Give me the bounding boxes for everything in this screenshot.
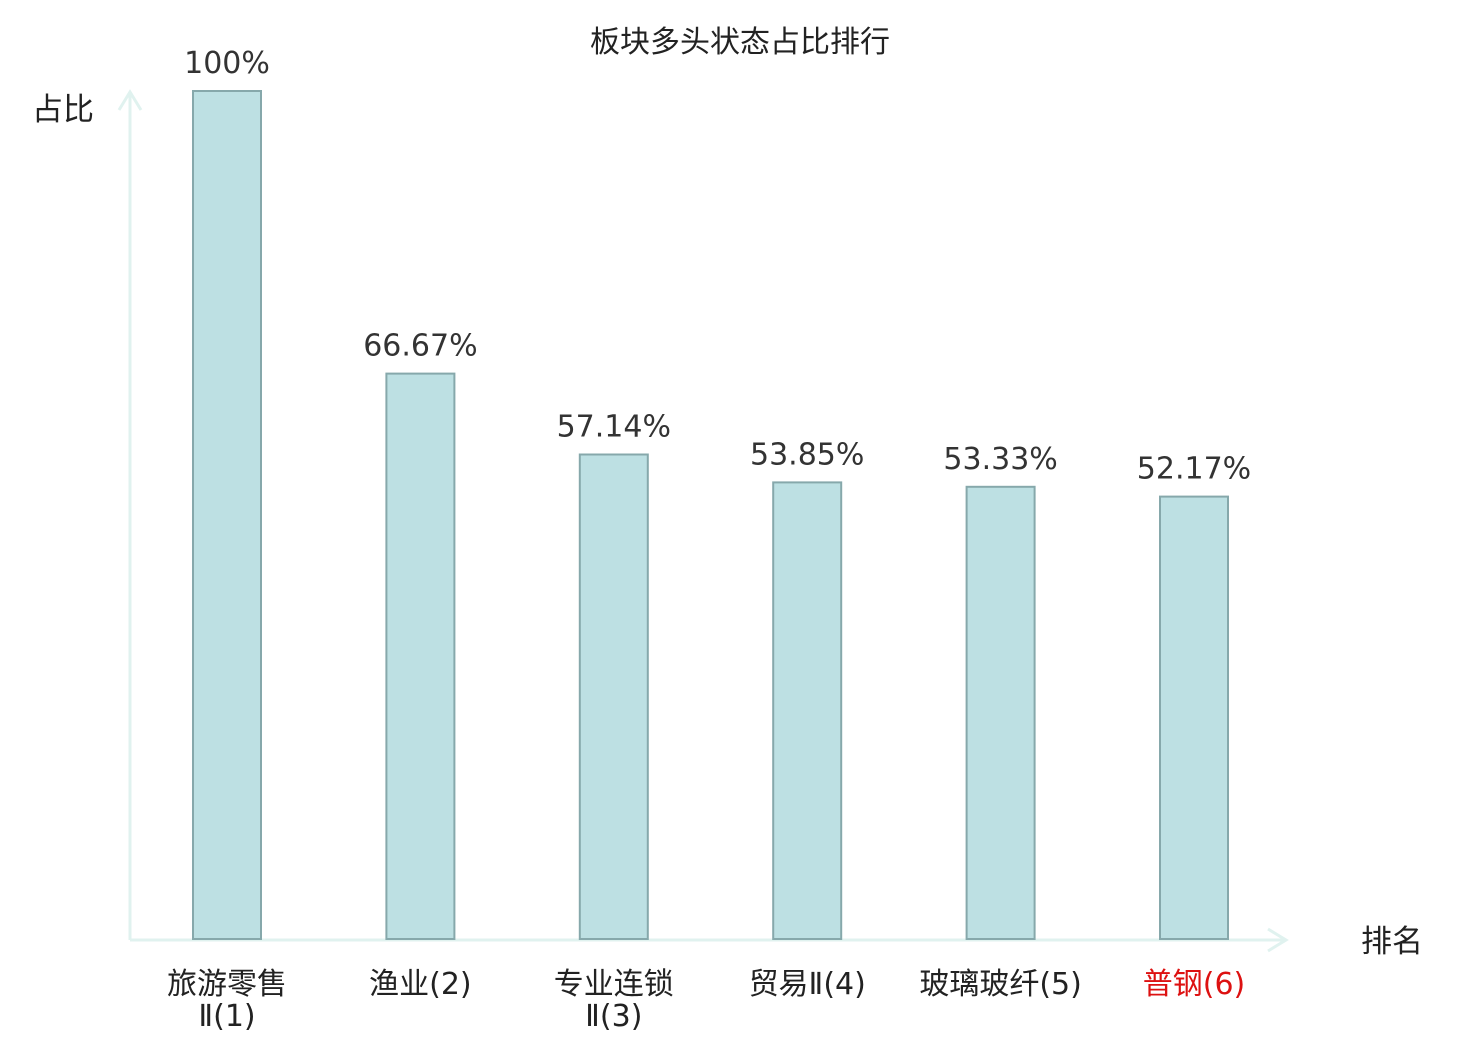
x-axis-title: 排名 <box>1361 924 1423 960</box>
y-axis-arrow-icon <box>117 89 143 111</box>
bar <box>772 481 843 940</box>
category-label: 玻璃玻纤(5) <box>919 967 1082 1002</box>
value-label: 100% <box>184 46 270 81</box>
category-label: Ⅱ(1) <box>198 999 255 1034</box>
x-axis: 排名 <box>130 924 1423 960</box>
chart-title: 板块多头状态占比排行 <box>590 25 890 60</box>
bar <box>192 90 262 940</box>
bar <box>578 453 649 940</box>
y-axis-title: 占比 <box>32 92 94 128</box>
category-label: 贸易Ⅱ(4) <box>749 967 866 1002</box>
value-label: 57.14% <box>557 410 671 445</box>
bar <box>1159 495 1229 940</box>
value-label: 53.33% <box>943 442 1057 477</box>
value-label: 66.67% <box>363 329 477 364</box>
category-label: 普钢(6) <box>1143 967 1246 1002</box>
category-label: Ⅱ(3) <box>585 999 642 1034</box>
bars <box>192 90 1229 941</box>
category-label: 旅游零售 <box>167 967 287 1002</box>
category-label: 渔业(2) <box>369 967 472 1002</box>
value-label: 53.85% <box>750 437 864 472</box>
bar <box>385 372 456 941</box>
y-axis: 占比 <box>32 89 143 940</box>
value-label: 52.17% <box>1137 452 1251 487</box>
bar <box>965 485 1036 940</box>
value-labels: 100% 66.67% 57.14% 53.85% 53.33% 52.17% <box>184 46 1251 487</box>
category-label: 专业连锁 <box>554 967 674 1002</box>
x-axis-arrow-icon <box>1267 927 1289 953</box>
